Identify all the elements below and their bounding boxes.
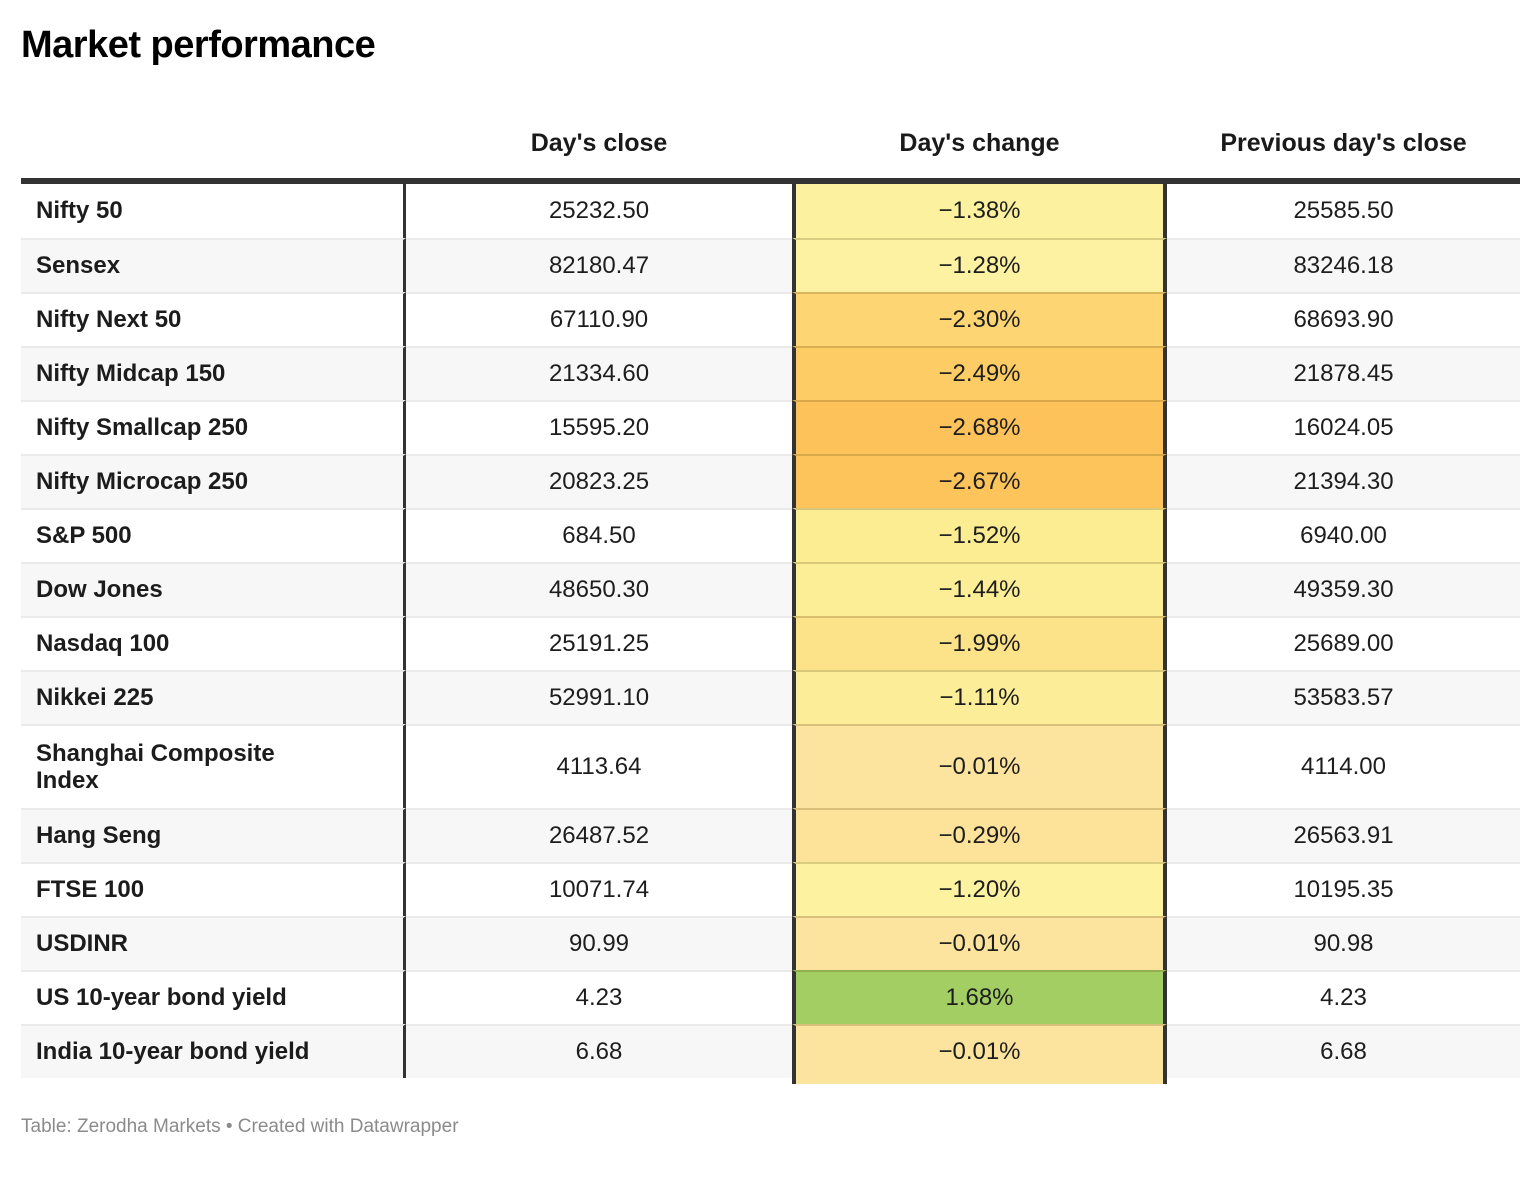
previous-close-value: 16024.05 bbox=[1167, 400, 1520, 454]
days-change-cell: −1.99% bbox=[792, 616, 1167, 671]
days-change-cell: −0.01% bbox=[792, 1024, 1167, 1079]
days-close-value: 82180.47 bbox=[406, 238, 792, 292]
table-row: US 10-year bond yield 4.23 1.68% 4.23 bbox=[21, 970, 1520, 1025]
row-label: FTSE 100 bbox=[21, 862, 406, 917]
row-label: Nifty Next 50 bbox=[21, 292, 406, 347]
row-label: Sensex bbox=[21, 238, 406, 293]
days-close-value: 10071.74 bbox=[406, 862, 792, 916]
row-label: India 10-year bond yield bbox=[21, 1024, 406, 1079]
previous-close-value: 26563.91 bbox=[1167, 808, 1520, 862]
days-change-cell: −1.38% bbox=[792, 184, 1167, 239]
previous-close-value: 21878.45 bbox=[1167, 346, 1520, 400]
table-row: FTSE 100 10071.74 −1.20% 10195.35 bbox=[21, 862, 1520, 917]
previous-close-value: 90.98 bbox=[1167, 916, 1520, 970]
column-header-days-change: Day's change bbox=[899, 128, 1060, 157]
days-change-cell: −0.29% bbox=[792, 808, 1167, 863]
days-change-cell: −2.49% bbox=[792, 346, 1167, 401]
days-change-cell: −1.20% bbox=[792, 862, 1167, 917]
row-label: Nikkei 225 bbox=[21, 670, 406, 725]
row-label: Shanghai Composite Index bbox=[21, 724, 406, 809]
datawrapper-table-container: Market performance Day's close Day's cha… bbox=[0, 24, 1540, 1138]
table-row: Nifty Smallcap 250 15595.20 −2.68% 16024… bbox=[21, 400, 1520, 455]
days-change-cell: −2.67% bbox=[792, 454, 1167, 509]
row-label: Dow Jones bbox=[21, 562, 406, 617]
days-close-value: 26487.52 bbox=[406, 808, 792, 862]
previous-close-value: 53583.57 bbox=[1167, 670, 1520, 724]
table-row: USDINR 90.99 −0.01% 90.98 bbox=[21, 916, 1520, 971]
table-row: Nifty 50 25232.50 −1.38% 25585.50 bbox=[21, 184, 1520, 239]
days-close-value: 67110.90 bbox=[406, 292, 792, 346]
table-row: Shanghai Composite Index 4113.64 −0.01% … bbox=[21, 724, 1520, 809]
days-change-cell: −2.68% bbox=[792, 400, 1167, 455]
row-label: Nifty Midcap 150 bbox=[21, 346, 406, 401]
row-label: Nasdaq 100 bbox=[21, 616, 406, 671]
previous-close-value: 4.23 bbox=[1167, 970, 1520, 1024]
days-close-value: 52991.10 bbox=[406, 670, 792, 724]
days-change-cell: −1.44% bbox=[792, 562, 1167, 617]
days-close-value: 4113.64 bbox=[406, 724, 792, 808]
market-performance-table: Nifty 50 25232.50 −1.38% 25585.50 Sensex… bbox=[21, 178, 1520, 1079]
row-label: Nifty 50 bbox=[21, 184, 406, 239]
previous-close-value: 6.68 bbox=[1167, 1024, 1520, 1078]
change-column-tail bbox=[792, 1078, 1167, 1085]
days-close-value: 684.50 bbox=[406, 508, 792, 562]
table-row: Nifty Microcap 250 20823.25 −2.67% 21394… bbox=[21, 454, 1520, 509]
days-close-value: 6.68 bbox=[406, 1024, 792, 1078]
days-change-cell: −0.01% bbox=[792, 916, 1167, 971]
table-row: S&P 500 684.50 −1.52% 6940.00 bbox=[21, 508, 1520, 563]
column-header-days-close: Day's close bbox=[530, 128, 668, 157]
table-row: Hang Seng 26487.52 −0.29% 26563.91 bbox=[21, 808, 1520, 863]
days-close-value: 48650.30 bbox=[406, 562, 792, 616]
row-label: US 10-year bond yield bbox=[21, 970, 406, 1025]
previous-close-value: 25585.50 bbox=[1293, 197, 1394, 225]
column-header-previous-close: Previous day's close bbox=[1220, 128, 1467, 157]
days-close-value: 21334.60 bbox=[406, 346, 792, 400]
days-close-value: 20823.25 bbox=[406, 454, 792, 508]
days-change-cell: −1.11% bbox=[792, 670, 1167, 725]
row-label: S&P 500 bbox=[21, 508, 406, 563]
previous-close-value: 10195.35 bbox=[1167, 862, 1520, 916]
table-row: Nasdaq 100 25191.25 −1.99% 25689.00 bbox=[21, 616, 1520, 671]
row-label: USDINR bbox=[21, 916, 406, 971]
table-row: Nikkei 225 52991.10 −1.11% 53583.57 bbox=[21, 670, 1520, 725]
table-row: Sensex 82180.47 −1.28% 83246.18 bbox=[21, 238, 1520, 293]
previous-close-value: 68693.90 bbox=[1167, 292, 1520, 346]
days-change-cell: −1.52% bbox=[792, 508, 1167, 563]
footer-credit: Table: Zerodha Markets • Created with Da… bbox=[21, 1116, 459, 1138]
days-close-value: 25191.25 bbox=[406, 616, 792, 670]
days-close-value: 4.23 bbox=[406, 970, 792, 1024]
previous-close-value: 83246.18 bbox=[1167, 238, 1520, 292]
previous-close-value: 25689.00 bbox=[1167, 616, 1520, 670]
table-row: Nifty Midcap 150 21334.60 −2.49% 21878.4… bbox=[21, 346, 1520, 401]
table-row: Nifty Next 50 67110.90 −2.30% 68693.90 bbox=[21, 292, 1520, 347]
days-close-value: 90.99 bbox=[406, 916, 792, 970]
previous-close-value: 6940.00 bbox=[1167, 508, 1520, 562]
previous-close-value: 4114.00 bbox=[1167, 724, 1520, 808]
table-row: Dow Jones 48650.30 −1.44% 49359.30 bbox=[21, 562, 1520, 617]
days-close-value: 15595.20 bbox=[406, 400, 792, 454]
row-label: Nifty Smallcap 250 bbox=[21, 400, 406, 455]
days-change-cell: −2.30% bbox=[792, 292, 1167, 347]
days-change-cell: 1.68% bbox=[792, 970, 1167, 1025]
previous-close-value: 21394.30 bbox=[1167, 454, 1520, 508]
days-close-value: 25232.50 bbox=[548, 197, 650, 225]
row-label: Hang Seng bbox=[21, 808, 406, 863]
row-label: Nifty Microcap 250 bbox=[21, 454, 406, 509]
previous-close-value: 49359.30 bbox=[1167, 562, 1520, 616]
days-change-cell: −1.28% bbox=[792, 238, 1167, 293]
days-change-cell: −0.01% bbox=[792, 724, 1167, 809]
table-header-row: Day's close Day's change Previous day's … bbox=[21, 128, 1520, 179]
table-row: India 10-year bond yield 6.68 −0.01% 6.6… bbox=[21, 1024, 1520, 1079]
page-title: Market performance bbox=[21, 24, 376, 66]
